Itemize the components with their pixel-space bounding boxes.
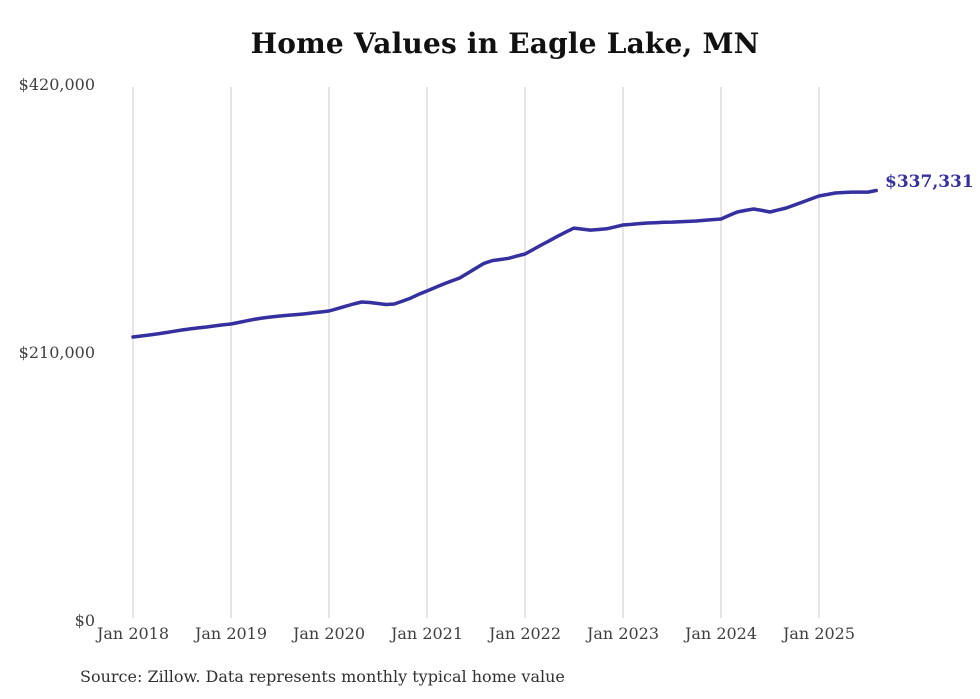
latest-value-label: $337,331 xyxy=(885,172,974,192)
x-tick-label: Jan 2023 xyxy=(586,624,660,643)
y-tick-label: $420,000 xyxy=(18,75,95,94)
home-value-line xyxy=(131,188,878,339)
x-tick-label: Jan 2022 xyxy=(488,624,562,643)
source-note: Source: Zillow. Data represents monthly … xyxy=(80,667,565,686)
x-tick-label: Jan 2025 xyxy=(782,624,856,643)
x-tick-label: Jan 2024 xyxy=(684,624,758,643)
chart-title: Home Values in Eagle Lake, MN xyxy=(250,27,760,60)
x-tick-label: Jan 2018 xyxy=(96,624,170,643)
x-tick-label: Jan 2020 xyxy=(292,624,366,643)
y-tick-label: $0 xyxy=(74,611,95,630)
y-tick-label: $210,000 xyxy=(18,343,95,362)
x-tick-label: Jan 2019 xyxy=(194,624,268,643)
x-tick-label: Jan 2021 xyxy=(390,624,464,643)
